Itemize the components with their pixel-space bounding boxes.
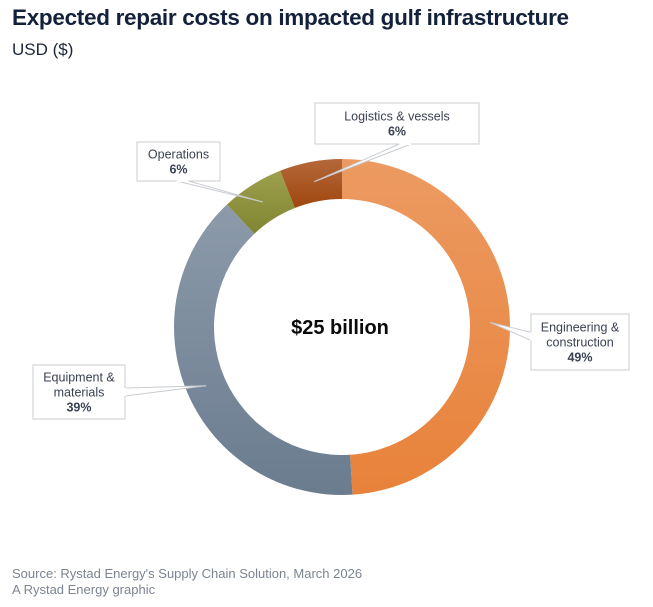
footer: Source: Rystad Energy's Supply Chain Sol…	[12, 566, 362, 598]
callout-percent: 6%	[169, 163, 187, 177]
callout-percent: 39%	[66, 401, 91, 415]
slice-engineering-and-construction	[342, 159, 511, 495]
callout-label: construction	[546, 336, 613, 350]
callout-box	[530, 313, 630, 371]
source-note: Source: Rystad Energy's Supply Chain Sol…	[12, 566, 363, 581]
callout-label: Engineering &	[541, 321, 620, 335]
callout-label: materials	[54, 386, 105, 400]
callout-label: Operations	[148, 148, 209, 162]
slice-logistics-and-vessels	[280, 159, 342, 208]
chart-title: Expected repair costs on impacted gulf i…	[12, 5, 569, 30]
callout-label: Equipment &	[43, 371, 115, 385]
callout-box	[314, 102, 480, 145]
credit-note: A Rystad Energy graphic	[12, 582, 156, 597]
slice-operations	[226, 170, 295, 234]
callout-percent: 6%	[388, 125, 406, 139]
callout-percent: 49%	[567, 351, 592, 365]
center-total-label: $25 billion	[291, 317, 389, 339]
slice-equipment-and-materials	[173, 204, 353, 495]
donut-slices	[173, 159, 511, 495]
callout-box	[32, 364, 126, 420]
callout-box	[136, 141, 221, 182]
callout-label: Logistics & vessels	[344, 110, 450, 124]
chart-subtitle: USD ($)	[12, 40, 74, 59]
